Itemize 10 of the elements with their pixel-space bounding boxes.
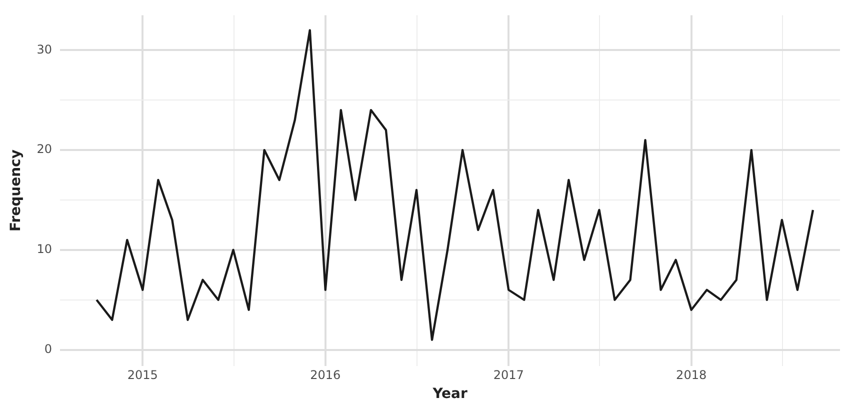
x-axis-title: Year: [432, 386, 468, 402]
x-tick-label: 2016: [310, 368, 341, 382]
y-tick-label: 30: [36, 42, 52, 56]
y-tick-label: 10: [36, 242, 52, 256]
x-tick-label: 2015: [127, 368, 158, 382]
y-tick-label: 0: [44, 342, 52, 356]
y-tick-label: 20: [36, 142, 52, 156]
y-axis-title: Frequency: [8, 150, 24, 232]
x-tick-label: 2018: [676, 368, 707, 382]
x-tick-label: 2017: [493, 368, 524, 382]
